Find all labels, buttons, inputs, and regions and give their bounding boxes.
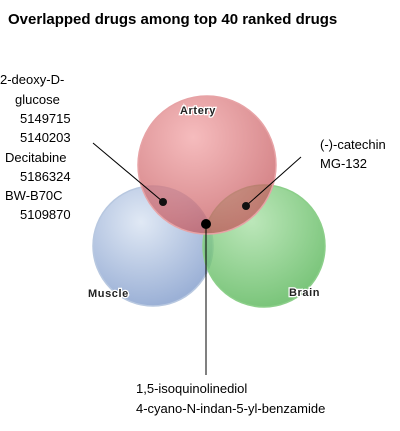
leader-dot-artery-brain	[242, 202, 250, 210]
set-label-brain: Brain	[289, 287, 320, 299]
callout-artery-brain: (-)-catechin MG-132	[320, 137, 386, 171]
callout-line: 1,5-isoquinolinediol	[136, 381, 247, 396]
callout-artery-muscle: 2-deoxy-D- glucose 5149715 5140203 Decit…	[0, 72, 71, 222]
callout-line: MG-132	[320, 156, 367, 171]
leader-dot-artery-muscle	[159, 198, 167, 206]
leader-line-artery-brain	[246, 156, 302, 206]
leader-dot-all-three	[201, 219, 211, 229]
callout-line: 5140203	[20, 130, 71, 145]
leader-line-artery-muscle	[92, 142, 163, 202]
callout-line: 5149715	[20, 111, 71, 126]
callout-line: 5109870	[20, 207, 71, 222]
callout-line: 2-deoxy-D-	[0, 72, 64, 87]
callout-all-three: 1,5-isoquinolinediol 4-cyano-N-indan-5-y…	[136, 381, 325, 416]
callout-line: 5186324	[20, 169, 71, 184]
callout-line: BW-B70C	[5, 188, 63, 203]
set-label-muscle: Muscle	[88, 288, 129, 300]
chart-title: Overlapped drugs among top 40 ranked dru…	[8, 11, 337, 28]
set-circle-artery	[137, 95, 277, 235]
callout-line: (-)-catechin	[320, 137, 386, 152]
set-label-artery: Artery	[180, 105, 216, 117]
callout-line: glucose	[15, 92, 60, 107]
callout-line: Decitabine	[5, 150, 66, 165]
callout-line: 4-cyano-N-indan-5-yl-benzamide	[136, 401, 325, 416]
